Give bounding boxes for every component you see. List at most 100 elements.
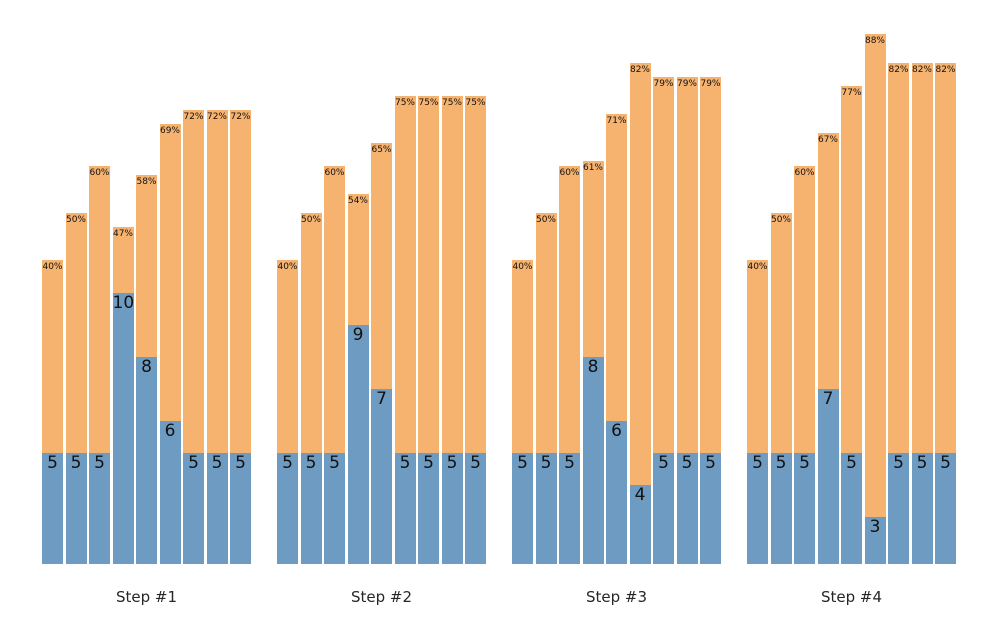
percent-label: 40% bbox=[512, 262, 533, 272]
value-label: 5 bbox=[305, 453, 317, 473]
value-segment: 4 bbox=[629, 485, 651, 564]
stacked-bar-g2-4: 54% 9 bbox=[347, 194, 369, 564]
value-label: 5 bbox=[399, 453, 411, 473]
percent-label: 82% bbox=[888, 64, 909, 75]
percent-segment: 67% bbox=[817, 133, 839, 389]
value-segment: 10 bbox=[112, 293, 135, 564]
percent-label: 60% bbox=[794, 168, 815, 178]
percent-segment: 40% bbox=[747, 260, 768, 453]
stacked-bar-g3-7: 79% 5 bbox=[653, 76, 674, 564]
stacked-bar-g1-2: 50% 5 bbox=[65, 213, 87, 564]
value-label: 5 bbox=[705, 453, 716, 473]
percent-segment: 75% bbox=[394, 95, 416, 453]
percent-label: 47% bbox=[112, 229, 133, 240]
value-label: 5 bbox=[775, 453, 787, 473]
value-label: 8 bbox=[587, 357, 599, 377]
value-segment: 9 bbox=[347, 325, 369, 564]
percent-segment: 72% bbox=[230, 109, 251, 453]
percent-label: 79% bbox=[676, 78, 697, 89]
value-label: 5 bbox=[658, 453, 669, 473]
percent-segment: 58% bbox=[136, 175, 157, 357]
category-label-4: Step #4 bbox=[820, 588, 883, 606]
stacked-bar-g2-9: 75% 5 bbox=[465, 95, 486, 564]
value-segment: 5 bbox=[183, 453, 204, 564]
percent-label: 58% bbox=[136, 177, 157, 188]
stacked-bar-g3-3: 60% 5 bbox=[559, 166, 580, 564]
value-label: 8 bbox=[141, 357, 152, 377]
value-label: 6 bbox=[164, 421, 176, 441]
value-segment: 5 bbox=[206, 453, 228, 564]
percent-label: 60% bbox=[89, 168, 110, 178]
value-label: 3 bbox=[869, 517, 881, 537]
percent-segment: 79% bbox=[676, 76, 698, 453]
value-label: 9 bbox=[352, 325, 364, 345]
percent-segment: 75% bbox=[465, 95, 486, 453]
stacked-bar-g3-1: 40% 5 bbox=[512, 260, 533, 564]
stacked-bar-g2-6: 75% 5 bbox=[394, 95, 416, 564]
percent-segment: 77% bbox=[841, 86, 862, 453]
value-label: 5 bbox=[916, 453, 928, 473]
percent-label: 67% bbox=[817, 135, 838, 146]
stacked-bar-g1-4: 47% 10 bbox=[112, 227, 135, 564]
value-label: 5 bbox=[70, 453, 82, 473]
percent-label: 82% bbox=[911, 64, 932, 75]
value-segment: 6 bbox=[159, 421, 181, 564]
stacked-bar-g2-1: 40% 5 bbox=[277, 260, 298, 564]
value-segment: 5 bbox=[888, 453, 909, 564]
value-label: 6 bbox=[611, 421, 622, 441]
value-label: 7 bbox=[822, 389, 834, 409]
stacked-bar-g2-7: 75% 5 bbox=[418, 95, 439, 564]
value-label: 5 bbox=[47, 453, 58, 473]
stacked-bar-g1-3: 60% 5 bbox=[89, 166, 110, 564]
value-label: 5 bbox=[94, 453, 105, 473]
percent-label: 82% bbox=[935, 64, 956, 75]
value-label: 5 bbox=[940, 453, 951, 473]
stacked-bar-g2-2: 50% 5 bbox=[300, 213, 322, 564]
percent-segment: 72% bbox=[183, 109, 204, 453]
percent-label: 79% bbox=[653, 78, 674, 89]
percent-label: 72% bbox=[230, 111, 251, 122]
percent-segment: 79% bbox=[653, 76, 674, 453]
percent-segment: 75% bbox=[441, 95, 463, 453]
value-label: 10 bbox=[112, 293, 135, 313]
percent-segment: 60% bbox=[89, 166, 110, 453]
value-segment: 5 bbox=[65, 453, 87, 564]
value-label: 5 bbox=[235, 453, 246, 473]
value-segment: 5 bbox=[394, 453, 416, 564]
value-label: 5 bbox=[799, 453, 810, 473]
percent-label: 60% bbox=[324, 168, 345, 178]
value-segment: 5 bbox=[324, 453, 345, 564]
stacked-bar-g4-5: 77% 5 bbox=[841, 86, 862, 564]
value-segment: 8 bbox=[136, 357, 157, 564]
value-segment: 5 bbox=[89, 453, 110, 564]
stacked-bar-g1-6: 69% 6 bbox=[159, 123, 181, 564]
value-label: 4 bbox=[634, 485, 646, 505]
percent-label: 50% bbox=[65, 215, 86, 225]
percent-label: 60% bbox=[559, 168, 580, 178]
value-segment: 5 bbox=[700, 453, 721, 564]
percent-label: 88% bbox=[864, 36, 885, 47]
percent-label: 50% bbox=[535, 215, 556, 225]
value-segment: 5 bbox=[300, 453, 322, 564]
stacked-bar-g4-6: 88% 3 bbox=[864, 34, 886, 564]
value-label: 5 bbox=[329, 453, 340, 473]
value-label: 5 bbox=[282, 453, 293, 473]
value-segment: 5 bbox=[747, 453, 768, 564]
percent-label: 75% bbox=[441, 97, 462, 108]
percent-label: 75% bbox=[418, 97, 439, 108]
value-label: 5 bbox=[188, 453, 199, 473]
percent-segment: 71% bbox=[606, 114, 627, 421]
value-label: 5 bbox=[681, 453, 693, 473]
percent-segment: 60% bbox=[794, 166, 815, 453]
value-label: 5 bbox=[517, 453, 528, 473]
stacked-bar-g4-9: 82% 5 bbox=[935, 62, 956, 564]
percent-segment: 50% bbox=[65, 213, 87, 453]
stacked-bar-g4-8: 82% 5 bbox=[911, 62, 933, 564]
value-segment: 5 bbox=[441, 453, 463, 564]
percent-segment: 65% bbox=[371, 142, 392, 389]
stacked-bar-g1-1: 40% 5 bbox=[42, 260, 63, 564]
stacked-bar-g3-8: 79% 5 bbox=[676, 76, 698, 564]
value-segment: 7 bbox=[817, 389, 839, 564]
percent-segment: 82% bbox=[629, 62, 651, 485]
stacked-bar-g3-5: 71% 6 bbox=[606, 114, 627, 564]
